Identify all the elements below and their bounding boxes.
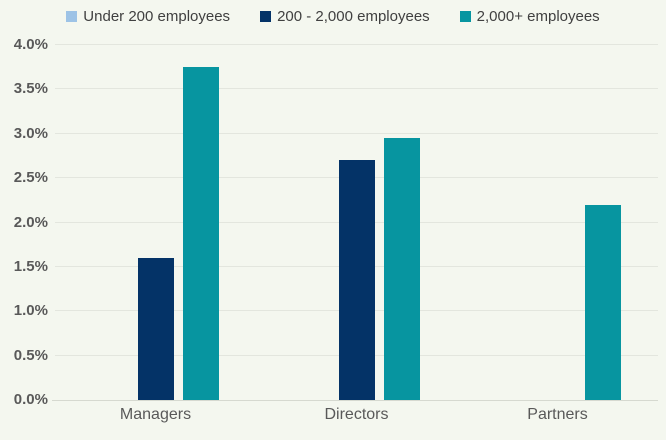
y-axis-tick-label: 2.5% xyxy=(13,169,48,187)
y-axis-tick-label: 0.5% xyxy=(13,346,48,364)
x-axis-line xyxy=(52,400,658,401)
chart-legend: Under 200 employees 200 - 2,000 employees… xyxy=(0,8,666,25)
y-axis-tick-label: 1.5% xyxy=(13,257,48,275)
bar-managers-200-2-000-employees xyxy=(137,258,174,400)
legend-swatch-200-2-000-employees xyxy=(260,11,272,22)
bar-partners-2-000-employees xyxy=(584,204,621,400)
x-axis-category-label-managers: Managers xyxy=(119,406,192,423)
gridline xyxy=(55,132,658,134)
legend-label: 2,000+ employees xyxy=(476,8,600,25)
y-axis-tick-label: 2.0% xyxy=(13,213,48,231)
y-axis-tick-label: 3.0% xyxy=(13,124,48,142)
gridline xyxy=(55,44,658,45)
x-axis-category-label-directors: Directors xyxy=(324,406,389,423)
gridline xyxy=(55,88,658,90)
legend-label: 200 - 2,000 employees xyxy=(277,8,430,25)
y-axis-tick-label: 4.0% xyxy=(13,36,48,53)
legend-swatch-under-200-employees xyxy=(66,11,78,22)
legend-swatch-2-000-employees xyxy=(459,11,471,22)
y-axis-tick-label: 3.5% xyxy=(13,80,48,98)
bar-directors-200-2-000-employees xyxy=(338,160,375,400)
y-axis-tick-label: 1.0% xyxy=(13,302,48,320)
legend-item-2-000-employees: 2,000+ employees xyxy=(459,8,600,25)
x-axis-category-label-partners: Partners xyxy=(527,406,588,423)
plot-area xyxy=(52,44,658,401)
y-axis-tick-label: 0.0% xyxy=(13,391,48,408)
legend-item-200-2-000-employees: 200 - 2,000 employees xyxy=(260,8,430,25)
legend-label: Under 200 employees xyxy=(83,8,231,25)
legend-item-under-200-employees: Under 200 employees xyxy=(66,8,230,25)
bar-directors-2-000-employees xyxy=(383,138,420,400)
bar-managers-2-000-employees xyxy=(182,67,219,400)
